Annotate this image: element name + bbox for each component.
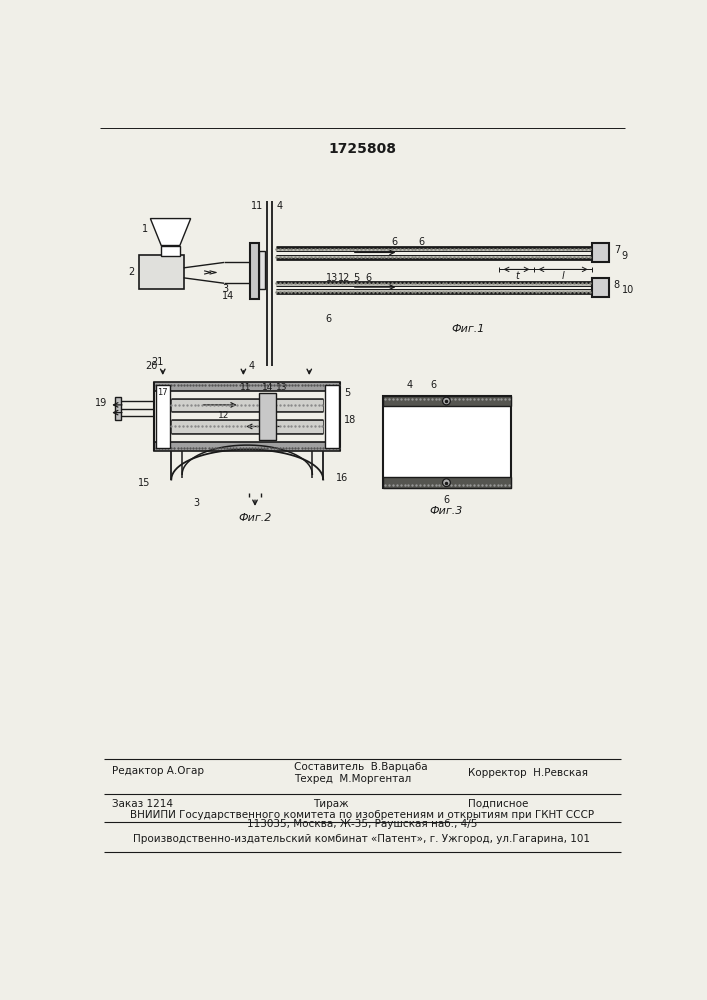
Bar bbox=[276, 255, 592, 259]
Text: 3: 3 bbox=[193, 498, 199, 508]
Text: Фиг.1: Фиг.1 bbox=[452, 324, 485, 334]
Text: Составитель  В.Варцаба: Составитель В.Варцаба bbox=[293, 762, 427, 772]
Bar bbox=[171, 420, 323, 433]
Text: 13: 13 bbox=[276, 383, 288, 392]
Text: 5: 5 bbox=[354, 273, 360, 283]
Bar bbox=[276, 282, 592, 286]
Circle shape bbox=[443, 479, 450, 487]
Bar bbox=[250, 243, 259, 299]
Text: 11: 11 bbox=[240, 383, 251, 392]
Text: 4: 4 bbox=[407, 380, 413, 390]
Text: 6: 6 bbox=[325, 314, 332, 324]
Bar bbox=[325, 385, 339, 448]
Text: 14: 14 bbox=[223, 291, 235, 301]
Text: 8: 8 bbox=[614, 280, 620, 290]
Text: Производственно-издательский комбинат «Патент», г. Ужгород, ул.Гагарина, 101: Производственно-издательский комбинат «П… bbox=[134, 834, 590, 844]
Text: 3: 3 bbox=[223, 284, 228, 294]
Text: 6: 6 bbox=[366, 273, 372, 283]
Bar bbox=[139, 255, 184, 289]
Bar bbox=[259, 251, 265, 289]
Text: 6: 6 bbox=[392, 237, 397, 247]
Text: 6: 6 bbox=[430, 380, 436, 390]
Text: 18: 18 bbox=[344, 415, 356, 425]
Bar bbox=[156, 385, 170, 448]
Text: 19: 19 bbox=[95, 398, 107, 408]
Polygon shape bbox=[161, 246, 180, 256]
Text: Фиг.2: Фиг.2 bbox=[238, 513, 271, 523]
Polygon shape bbox=[151, 219, 191, 246]
Text: 13: 13 bbox=[326, 273, 338, 283]
Text: 20: 20 bbox=[146, 361, 158, 371]
Text: 1725808: 1725808 bbox=[328, 142, 396, 156]
Text: 113035, Москва, Ж-35, Раушская наб., 4/5: 113035, Москва, Ж-35, Раушская наб., 4/5 bbox=[247, 819, 477, 829]
Text: 12: 12 bbox=[218, 411, 230, 420]
Bar bbox=[259, 393, 276, 440]
Bar bbox=[115, 397, 121, 420]
Text: Корректор  Н.Ревская: Корректор Н.Ревская bbox=[468, 768, 588, 778]
Text: t: t bbox=[515, 271, 519, 281]
Text: Фиг.3: Фиг.3 bbox=[430, 506, 463, 516]
Bar bbox=[592, 243, 609, 262]
Bar bbox=[383, 396, 510, 488]
Bar bbox=[154, 382, 340, 391]
Bar bbox=[383, 477, 510, 488]
Bar bbox=[154, 442, 340, 451]
Text: 1: 1 bbox=[142, 224, 148, 234]
Text: 9: 9 bbox=[621, 251, 628, 261]
Text: 2: 2 bbox=[129, 267, 135, 277]
Bar bbox=[171, 399, 323, 411]
Text: 6: 6 bbox=[419, 237, 425, 247]
Text: Редактор А.Огар: Редактор А.Огар bbox=[112, 766, 204, 776]
Text: 14: 14 bbox=[262, 383, 273, 392]
Text: 21: 21 bbox=[151, 357, 163, 367]
Text: Заказ 1214: Заказ 1214 bbox=[112, 799, 173, 809]
Text: 5: 5 bbox=[344, 388, 351, 398]
Text: 6: 6 bbox=[443, 495, 450, 505]
Text: 4: 4 bbox=[249, 361, 255, 371]
Text: 16: 16 bbox=[337, 473, 349, 483]
Text: Тираж: Тираж bbox=[313, 799, 349, 809]
Bar bbox=[383, 396, 510, 406]
Text: Техред  М.Моргентал: Техред М.Моргентал bbox=[293, 774, 411, 784]
Text: 11: 11 bbox=[250, 201, 263, 211]
Text: l: l bbox=[562, 271, 565, 281]
Bar bbox=[276, 247, 592, 251]
Bar bbox=[592, 278, 609, 297]
Circle shape bbox=[443, 397, 450, 405]
Text: 4: 4 bbox=[276, 201, 283, 211]
Bar bbox=[276, 289, 592, 293]
Text: 12: 12 bbox=[338, 273, 350, 283]
Text: ВНИИПИ Государственного комитета по изобретениям и открытиям при ГКНТ СССР: ВНИИПИ Государственного комитета по изоб… bbox=[130, 810, 594, 820]
Text: Подписное: Подписное bbox=[468, 799, 529, 809]
Text: 10: 10 bbox=[621, 285, 633, 295]
Text: 7: 7 bbox=[614, 245, 620, 255]
Text: 17: 17 bbox=[158, 388, 168, 397]
Text: 15: 15 bbox=[138, 478, 151, 488]
